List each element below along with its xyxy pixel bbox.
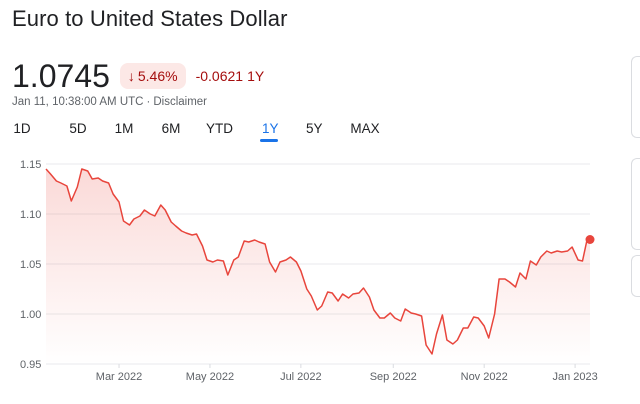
area-fill-group: [46, 169, 590, 364]
absolute-change: -0.0621 1Y: [196, 68, 265, 84]
page-title: Euro to United States Dollar: [12, 6, 288, 31]
x-tick-label: Sep 2022: [370, 371, 417, 383]
tab-ytd[interactable]: YTD: [206, 121, 233, 136]
percent-change-badge: ↓ 5.46%: [119, 63, 186, 89]
separator: ·: [146, 96, 151, 108]
x-tick-label: May 2022: [186, 371, 234, 383]
tab-5y[interactable]: 5Y: [306, 121, 323, 136]
last-point-marker: [585, 235, 595, 244]
right-panel-edge: [631, 255, 640, 297]
price-line: [45, 168, 591, 355]
x-tick-label: Jan 2023: [552, 371, 597, 383]
arrow-down-icon: ↓: [127, 68, 135, 84]
absolute-change-value: -0.0621: [195, 68, 244, 84]
tab-max[interactable]: MAX: [350, 121, 380, 136]
quote-meta: Jan 11, 10:38:00 AM UTC · Disclaimer: [12, 96, 207, 108]
line-group: [45, 168, 595, 355]
area-fill: [46, 169, 590, 364]
y-tick-label: 1.15: [20, 159, 41, 171]
right-panel-edge: [631, 158, 640, 250]
y-tick-label: 1.00: [20, 309, 41, 321]
change-period: 1Y: [247, 68, 265, 84]
x-tick-label: Mar 2022: [96, 371, 142, 383]
tab-6m[interactable]: 6M: [161, 121, 181, 136]
x-axis-labels: Mar 2022 May 2022 Jul 2022 Sep 2022 Nov 2022…: [96, 371, 598, 383]
x-tick-label: Nov 2022: [461, 371, 508, 383]
y-tick-label: 1.05: [20, 259, 41, 271]
x-tick-label: Jul 2022: [280, 371, 322, 383]
percent-change-value: 5.46%: [137, 68, 178, 84]
y-axis-labels: 1.15 1.10 1.05 1.00 0.95: [20, 159, 41, 371]
right-panel-edge: [631, 56, 640, 138]
tab-1d[interactable]: 1D: [13, 121, 31, 136]
current-price: 1.0745: [12, 58, 110, 94]
y-tick-label: 1.10: [20, 209, 41, 221]
tab-5d[interactable]: 5D: [69, 121, 87, 136]
disclaimer-link[interactable]: Disclaimer: [153, 96, 207, 108]
tab-1y[interactable]: 1Y: [260, 119, 279, 142]
range-tabs: 1D 5D 1M 6M YTD 1Y 5Y MAX: [12, 119, 380, 142]
timestamp: Jan 11, 10:38:00 AM UTC: [12, 96, 144, 108]
y-tick-label: 0.95: [20, 359, 41, 371]
price-chart: 1.15 1.10 1.05 1.00 0.95 Mar 2022 May 2022 Jul…: [20, 159, 598, 383]
tab-1m[interactable]: 1M: [114, 121, 134, 136]
price-row: 1.0745 ↓ 5.46% -0.0621 1Y: [12, 58, 264, 94]
